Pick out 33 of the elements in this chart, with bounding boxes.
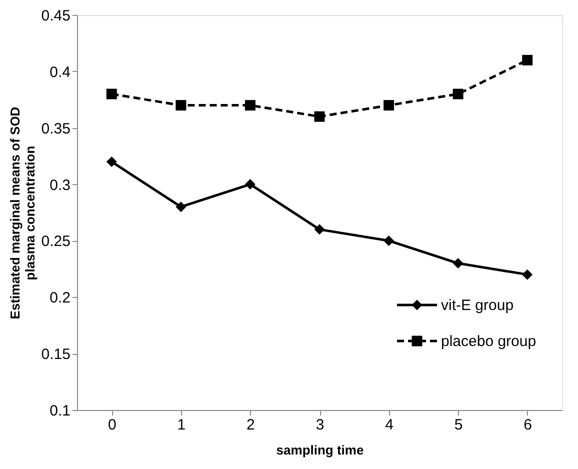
y-tick-label: 0.15: [41, 346, 70, 364]
y-axis-title: Estimated marginal means of SOD plasma concentration: [7, 106, 38, 320]
y-tick-label: 0.25: [41, 233, 70, 250]
x-tick-label: 1: [177, 416, 186, 434]
y-tick-label: 0.35: [41, 120, 70, 138]
x-tick-label: 2: [246, 416, 255, 434]
y-tick-label: 0.45: [41, 8, 70, 24]
point: [314, 111, 325, 122]
point: [106, 156, 117, 167]
point: [384, 235, 394, 246]
x-axis-title: sampling time: [276, 442, 364, 458]
y-tick-label: 0.3: [50, 176, 70, 194]
point: [522, 269, 533, 280]
x-tick-label: 3: [316, 416, 324, 434]
point: [244, 100, 256, 111]
point: [452, 88, 464, 100]
y-tick-label: 0.4: [50, 64, 70, 81]
point: [176, 100, 186, 111]
point: [176, 202, 186, 212]
x-tick-label: 6: [524, 416, 532, 434]
point: [522, 54, 533, 66]
legend-label: placebo group: [441, 333, 536, 350]
x-tick-label: 5: [454, 416, 463, 434]
point: [314, 224, 325, 235]
point: [452, 258, 464, 269]
x-tick-label: 0: [108, 416, 116, 434]
point: [384, 100, 394, 111]
point: [244, 179, 256, 190]
point: [106, 88, 117, 100]
x-tick-label: 4: [385, 416, 394, 434]
y-tick-label: 0.2: [50, 290, 70, 307]
y-tick-label: 0.1: [50, 402, 70, 420]
legend-label: vit-E group: [441, 297, 514, 314]
